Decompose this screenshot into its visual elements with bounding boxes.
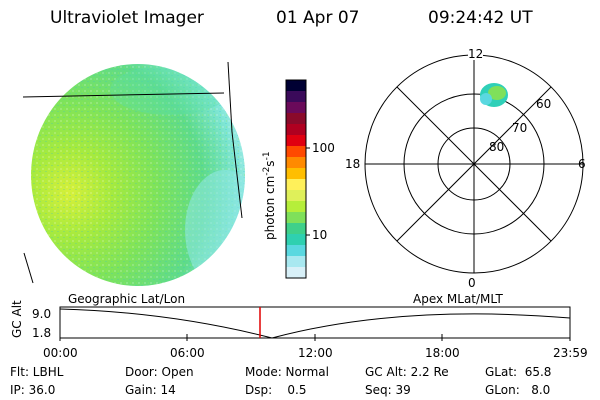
altitude-min-label: 1.8: [32, 326, 52, 340]
altitude-curve: [59, 308, 571, 339]
colorbar-band: [286, 168, 306, 180]
time-tick-label: 18:00: [425, 346, 460, 360]
time-tick-label: 00:00: [43, 346, 78, 360]
geographic-caption: Geographic Lat/Lon: [68, 292, 186, 306]
observation-time: 09:24:42 UT: [428, 8, 533, 28]
seq-status: Seq: 39: [365, 383, 411, 397]
polar-plot: [364, 54, 584, 274]
colorbar-band: [286, 223, 306, 235]
colorbar-band: [286, 124, 306, 136]
glon-status: GLon: 8.0: [485, 383, 551, 397]
colorbar-tick-label: 10: [312, 228, 328, 242]
altitude-strip: [59, 306, 571, 341]
colorbar-band: [286, 267, 306, 279]
mlt-label-12: 12: [468, 47, 484, 61]
colorbar-band: [286, 113, 306, 125]
time-tick-label: 12:00: [298, 346, 333, 360]
mlt-label-0: 0: [468, 276, 476, 290]
geo-longitude-line: [231, 131, 243, 219]
instrument-title: Ultraviolet Imager: [50, 8, 204, 28]
colorbar-band: [286, 245, 306, 257]
auroral-emission-spot: [480, 83, 508, 107]
gc-alt-status: GC Alt: 2.2 Re: [365, 365, 449, 379]
colorbar-band: [286, 102, 306, 114]
apex-caption: Apex MLat/MLT: [413, 292, 503, 306]
colorbar-band: [286, 91, 306, 103]
dsp-status: Dsp: 0.5: [245, 383, 307, 397]
colorbar-band: [286, 212, 306, 224]
altitude-max-label: 9.0: [32, 307, 52, 321]
gain-status: Gain: 14: [125, 383, 176, 397]
mlt-label-18: 18: [345, 157, 361, 171]
door-status: Door: Open: [125, 365, 194, 379]
colorbar-band: [286, 135, 306, 147]
colorbar-band: [286, 157, 306, 169]
geo-longitude-line: [227, 61, 233, 133]
mlat-label-70: 70: [512, 121, 528, 135]
colorbar-band: [286, 190, 306, 202]
ip-status: IP: 36.0: [10, 383, 56, 397]
geo-limb-line: [23, 252, 34, 284]
filter-status: Flt: LBHL: [10, 365, 64, 379]
mlat-label-80: 80: [489, 140, 505, 154]
mlat-label-60: 60: [536, 97, 552, 111]
glat-status: GLat: 65.8: [485, 365, 552, 379]
colorbar: [285, 79, 310, 279]
colorbar-band: [286, 179, 306, 191]
colorbar-tick-label: 100: [312, 141, 335, 155]
mode-status: Mode: Normal: [245, 365, 329, 379]
colorbar-band: [286, 201, 306, 213]
time-tick-label: 06:00: [170, 346, 205, 360]
colorbar-band: [286, 80, 306, 92]
colorbar-band: [286, 256, 306, 268]
altitude-axis-label: GC Alt: [10, 300, 24, 338]
colorbar-band: [286, 234, 306, 246]
time-tick-label: 23:59: [553, 346, 588, 360]
mlt-label-6: 6: [578, 157, 586, 171]
colorbar-band: [286, 146, 306, 158]
colorbar-units-label: photon cm-2s-1: [262, 151, 277, 240]
uv-earth-image: [31, 64, 245, 286]
geo-latitude-line: [22, 92, 225, 98]
observation-date: 01 Apr 07: [276, 8, 360, 28]
